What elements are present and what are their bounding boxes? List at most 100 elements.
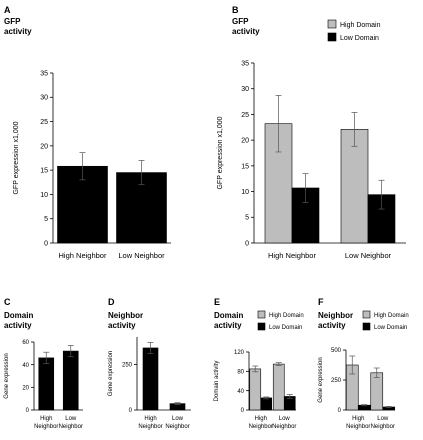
chart-f-bar bbox=[370, 372, 384, 411]
chart-b-legend-swatch bbox=[327, 32, 337, 42]
chart-b-y-tick-label: 25 bbox=[241, 112, 249, 119]
chart-e-legend-label: High Domain bbox=[269, 313, 304, 319]
chart-b-category-label: High Neighbor bbox=[268, 251, 316, 260]
chart-a-y-tick-label: 5 bbox=[44, 216, 48, 223]
chart-b-y-label: GFP expression x1,000 bbox=[217, 116, 224, 189]
chart-c-y-label: Gene expression bbox=[4, 353, 10, 398]
chart-c-y-tick-label: 40 bbox=[22, 363, 29, 369]
chart-e-y-tick-label: 120 bbox=[234, 350, 245, 356]
panel-title: GFP activity bbox=[4, 17, 32, 37]
chart-f-y-tick-label: 0 bbox=[338, 408, 342, 414]
chart-c-y-tick-label: 60 bbox=[22, 340, 29, 346]
chart-d-y-tick-label: 0 bbox=[129, 408, 133, 414]
chart-e-legend-swatch bbox=[257, 310, 266, 319]
chart-b-y-tick-label: 30 bbox=[241, 86, 249, 93]
panel-title-line2: activity bbox=[4, 321, 32, 330]
panel-letter: C bbox=[4, 297, 11, 307]
chart-f-legend-label: High Domain bbox=[374, 313, 409, 319]
chart-c-y-tick-label: 0 bbox=[26, 408, 30, 414]
panel-letter: A bbox=[4, 5, 11, 15]
chart-b-y-tick-label: 15 bbox=[241, 163, 249, 170]
chart-c-y-tick-label: 20 bbox=[22, 385, 29, 391]
chart-c-category-label: Neighbor bbox=[59, 424, 83, 430]
chart-b-bar bbox=[340, 129, 369, 244]
panel-title-line2: activity bbox=[108, 321, 136, 330]
chart-a-y-tick-label: 20 bbox=[40, 143, 48, 150]
chart-e-y-tick-label: 40 bbox=[237, 389, 244, 395]
panel-letter: E bbox=[214, 297, 221, 307]
panel-title: GFP activity bbox=[232, 17, 260, 37]
chart-f-y-tick-label: 250 bbox=[331, 378, 342, 384]
chart-e-bar bbox=[249, 368, 262, 411]
chart-f-legend-label: Low Domain bbox=[374, 325, 407, 331]
chart-e-y-label: Domain activity bbox=[214, 361, 220, 402]
panel-title-line2: activity bbox=[232, 27, 260, 36]
panel-title-line2: activity bbox=[214, 321, 242, 330]
chart-e-category-label: Neighbor bbox=[249, 424, 273, 430]
chart-d-y-tick-label: 250 bbox=[122, 362, 133, 368]
chart-a-category-label: Low Neighbor bbox=[118, 251, 165, 260]
chart-d-bar bbox=[142, 347, 159, 411]
chart-e-category-label: Neighbor bbox=[272, 424, 296, 430]
chart-f-legend-swatch bbox=[362, 322, 371, 331]
chart-e-bar bbox=[272, 363, 285, 411]
chart-c-bar bbox=[38, 357, 55, 411]
chart-b-y-tick-label: 35 bbox=[241, 60, 249, 67]
chart-e-y-tick-label: 0 bbox=[241, 408, 245, 414]
panel-title-line1: Domain bbox=[214, 311, 244, 320]
panel-title: Domain activity bbox=[4, 311, 33, 331]
chart-f-category-label: High bbox=[352, 416, 364, 422]
panel-letter: D bbox=[108, 297, 115, 307]
panel-title: Neighbor activity bbox=[108, 311, 143, 331]
chart-d-y-label: Gene expression bbox=[108, 351, 114, 396]
chart-e-legend-swatch bbox=[257, 322, 266, 331]
chart-d-category-label: Neighbor bbox=[138, 424, 162, 430]
chart-a-category-label: High Neighbor bbox=[59, 251, 107, 260]
chart-b-legend-swatch bbox=[327, 19, 337, 29]
chart-a-y-label: GFP expression x1,000 bbox=[13, 121, 20, 194]
chart-d-category-label: Neighbor bbox=[165, 424, 189, 430]
chart-e-y-tick-label: 80 bbox=[237, 369, 244, 375]
panel-title-line2: activity bbox=[318, 321, 346, 330]
panel-title-line2: activity bbox=[4, 27, 32, 36]
chart-a-y-tick-label: 30 bbox=[40, 95, 48, 102]
chart-b-legend-label: High Domain bbox=[340, 22, 381, 29]
chart-a-y-tick-label: 25 bbox=[40, 119, 48, 126]
chart-f-legend-swatch bbox=[362, 310, 371, 319]
chart-b-y-tick-label: 0 bbox=[245, 240, 249, 247]
chart-b-y-tick-label: 20 bbox=[241, 138, 249, 145]
chart-f-category-label: Neighbor bbox=[371, 424, 395, 430]
chart-c-category-label: Neighbor bbox=[34, 424, 58, 430]
chart-c-category-label: Low bbox=[65, 416, 77, 422]
chart-b-y-tick-label: 10 bbox=[241, 189, 249, 196]
panel-title: Neighbor activity bbox=[318, 311, 353, 331]
chart-b-legend-label: Low Domain bbox=[340, 35, 379, 42]
chart-e-legend-label: Low Domain bbox=[269, 325, 302, 331]
chart-e-bar bbox=[260, 397, 273, 411]
chart-f-y-tick-label: 500 bbox=[331, 348, 342, 354]
chart-b-category-label: Low Neighbor bbox=[345, 251, 392, 260]
panel-title-line1: Neighbor bbox=[108, 311, 144, 320]
panel-letter: F bbox=[318, 297, 324, 307]
chart-f-category-label: Low bbox=[377, 416, 389, 422]
chart-a-y-tick-label: 0 bbox=[44, 240, 48, 247]
chart-e-category-label: Low bbox=[279, 416, 291, 422]
chart-d-category-label: High bbox=[144, 416, 156, 422]
panel-title: Domain activity bbox=[214, 311, 243, 331]
panel-title-line1: GFP bbox=[232, 17, 249, 26]
chart-f-y-label: Gene expression bbox=[318, 357, 324, 402]
chart-a-y-tick-label: 15 bbox=[40, 168, 48, 175]
chart-a-y-tick-label: 10 bbox=[40, 192, 48, 199]
chart-c-category-label: High bbox=[40, 416, 52, 422]
panel-letter: B bbox=[232, 5, 239, 15]
panel-title-line1: Neighbor bbox=[318, 311, 354, 320]
chart-a-y-tick-label: 35 bbox=[40, 70, 48, 77]
chart-c-bar bbox=[62, 350, 79, 411]
chart-f-category-label: Neighbor bbox=[346, 424, 370, 430]
chart-e-category-label: High bbox=[255, 416, 267, 422]
chart-d-category-label: Low bbox=[172, 416, 184, 422]
panel-title-line1: Domain bbox=[4, 311, 34, 320]
panel-title-line1: GFP bbox=[4, 17, 21, 26]
chart-b-y-tick-label: 5 bbox=[245, 215, 249, 222]
